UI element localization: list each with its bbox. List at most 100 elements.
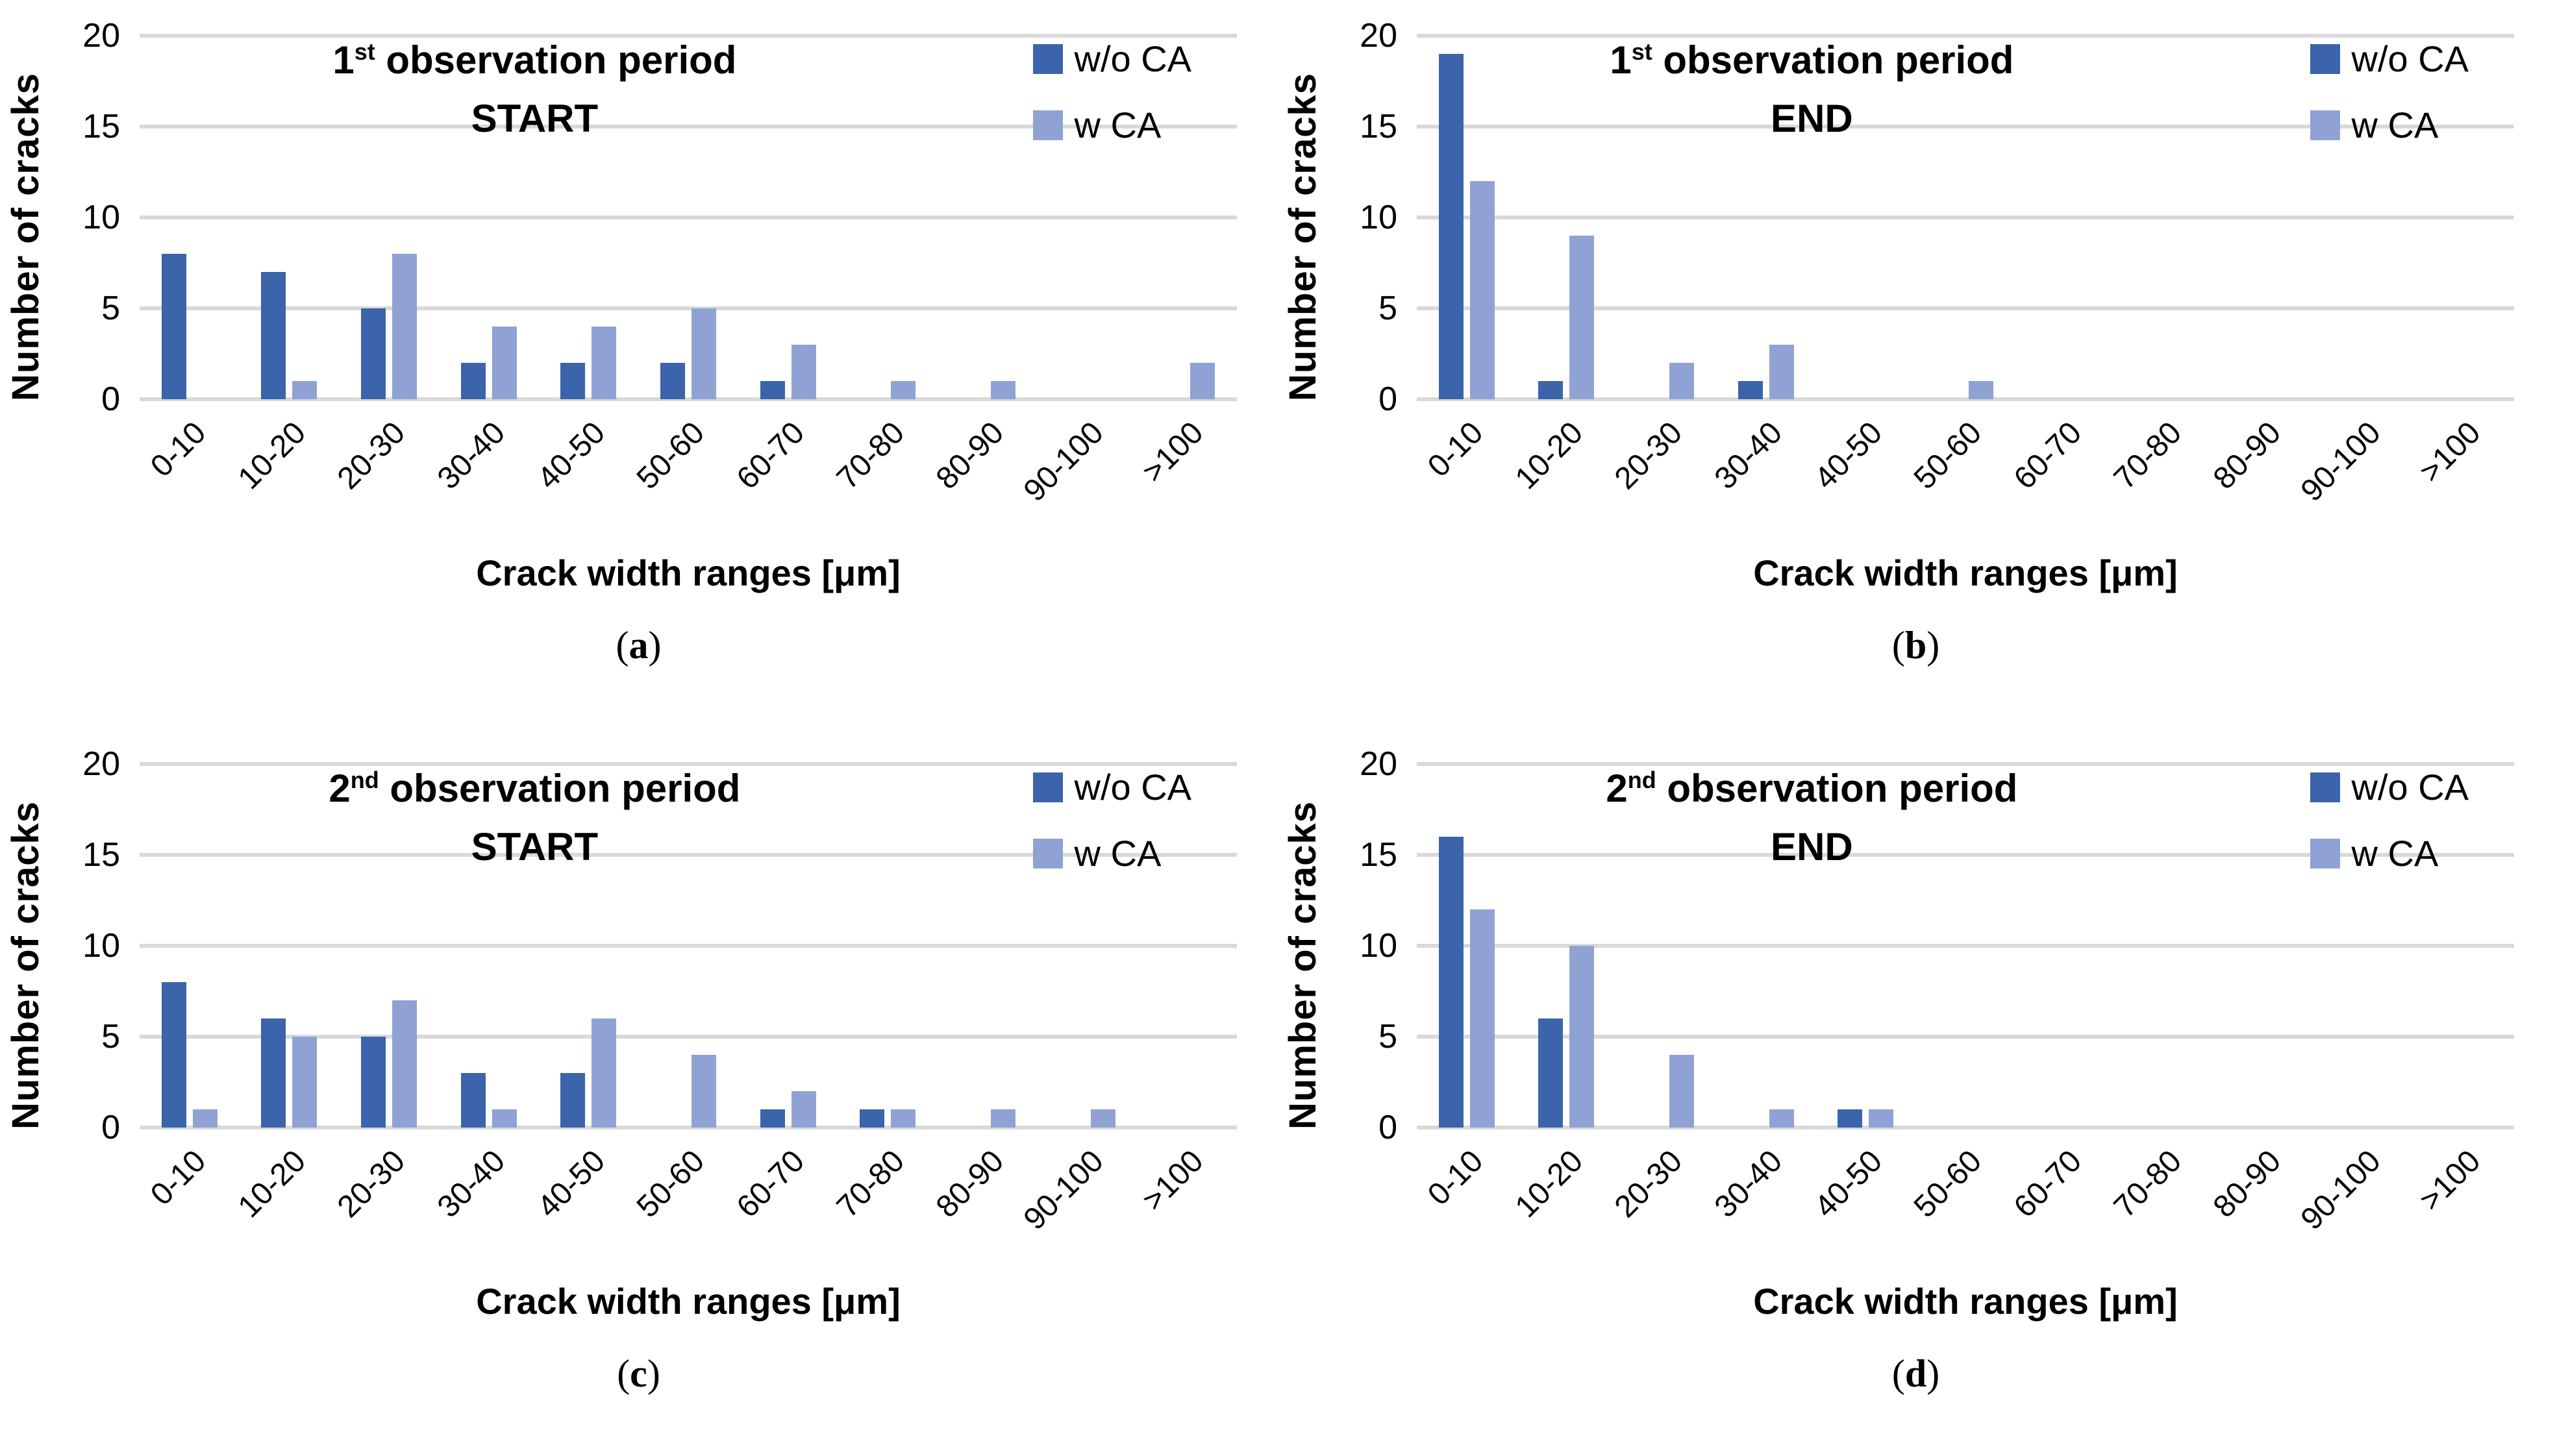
bar-w-ca <box>1969 381 1994 399</box>
bar-w-ca <box>990 1109 1016 1128</box>
gridline <box>1417 125 2514 129</box>
bar-group <box>638 36 738 399</box>
gridline <box>140 125 1237 129</box>
chart-title: 2nd observation period END <box>1417 764 2207 867</box>
bar-group <box>339 36 439 399</box>
caption-paren: ) <box>1926 1352 1940 1395</box>
bars <box>140 36 1237 399</box>
x-tick-label: 40-50 <box>530 415 612 497</box>
x-tick: 0-10 <box>1417 1136 1517 1272</box>
x-axis-title: Crack width ranges [μm] <box>476 552 901 593</box>
bar-group <box>1517 36 1617 399</box>
x-tick-label: 50-60 <box>630 415 712 497</box>
bar-w-ca <box>791 345 816 399</box>
x-tick-label: 10-20 <box>231 1143 312 1225</box>
caption-paren: ( <box>616 624 629 667</box>
bar-wo-ca <box>460 363 486 399</box>
gridline <box>140 1126 1237 1129</box>
y-tick-label: 20 <box>82 17 120 55</box>
y-tick-label: 10 <box>1360 199 1397 236</box>
plot-area: 1st observation period START w/o CA w CA <box>140 34 1237 401</box>
bar-wo-ca <box>1538 381 1564 399</box>
y-tick-label: 20 <box>1360 17 1397 55</box>
bar-group <box>240 764 340 1128</box>
legend-item: w/o CA <box>1032 769 1191 806</box>
bar-group <box>1517 764 1617 1128</box>
y-axis-title: Number of cracks <box>5 801 47 1129</box>
bar-wo-ca <box>560 1073 586 1128</box>
gridline <box>140 397 1237 401</box>
bar-wo-ca <box>560 363 586 399</box>
y-tick-label: 0 <box>101 380 120 418</box>
x-tick: 70-80 <box>830 408 938 544</box>
title-number: 1 <box>1610 38 1632 82</box>
legend-label: w CA <box>1074 105 1162 145</box>
x-tick-label: 50-60 <box>630 1143 712 1225</box>
caption-letter: d <box>1904 1352 1927 1395</box>
x-tick: 20-30 <box>1608 408 1716 544</box>
title-number: 2 <box>329 767 351 810</box>
y-tick-label: 0 <box>1378 1109 1397 1146</box>
x-tick: >100 <box>1136 1136 1237 1272</box>
chart-title-line1: 1st observation period <box>1417 38 2207 82</box>
x-tick-label: 60-70 <box>2007 415 2089 497</box>
x-tick-label: 50-60 <box>1908 415 1989 497</box>
bar-group <box>539 764 639 1128</box>
x-tick: 80-90 <box>2207 1136 2315 1272</box>
bar-group <box>439 36 539 399</box>
bar-w-ca <box>492 327 517 399</box>
x-tick-label: 0-10 <box>1421 415 1490 484</box>
x-tick: 90-100 <box>1017 408 1138 544</box>
bar-wo-ca <box>361 308 386 399</box>
panel-d: Number of cracks 0 5 10 15 20 2nd observatio… <box>1277 728 2554 1456</box>
legend-swatch <box>1032 772 1063 802</box>
panel-b: Number of cracks 0 5 10 15 20 1st observatio… <box>1277 0 2554 728</box>
y-tick-label: 5 <box>101 1018 120 1055</box>
x-tick-label: 20-30 <box>331 415 412 497</box>
title-superscript: st <box>1631 38 1652 65</box>
legend-item: w/o CA <box>1032 41 1191 77</box>
bar-w-ca <box>692 1055 717 1128</box>
x-tick: 0-10 <box>140 408 240 544</box>
x-tick: 90-100 <box>1017 1136 1138 1272</box>
chart-title: 1st observation period END <box>1417 36 2207 138</box>
legend-label: w/o CA <box>2351 38 2469 79</box>
x-tick-label: 70-80 <box>830 1143 911 1225</box>
title-superscript: st <box>354 38 375 65</box>
x-tick-label: 70-80 <box>830 415 911 497</box>
x-tick-label: 80-90 <box>2207 415 2288 497</box>
x-tick-label: 70-80 <box>2107 1143 2188 1225</box>
x-tick-label: >100 <box>1136 415 1210 489</box>
bar-w-ca <box>292 381 318 399</box>
x-tick: 90-100 <box>2295 408 2415 544</box>
gridline <box>1417 216 2514 219</box>
x-tick: 0-10 <box>140 1136 240 1272</box>
bar-group <box>1038 764 1138 1128</box>
x-tick: 0-10 <box>1417 408 1517 544</box>
x-tick: 40-50 <box>1808 408 1916 544</box>
gridline <box>140 216 1237 219</box>
x-axis-title: Crack width ranges [μm] <box>1753 1281 2178 1322</box>
bar-group <box>2215 764 2315 1128</box>
bar-w-ca <box>592 327 617 399</box>
legend-item: w CA <box>2310 107 2469 143</box>
gridline <box>1417 1035 2514 1039</box>
legend-swatch <box>2310 839 2340 869</box>
x-tick-label: 20-30 <box>331 1143 412 1225</box>
bar-group <box>1716 36 1816 399</box>
panel-caption: (c) <box>0 1351 1277 1396</box>
y-tick-label: 0 <box>101 1109 120 1146</box>
bar-w-ca <box>990 381 1016 399</box>
legend-item: w CA <box>1032 105 1192 145</box>
gridline <box>1417 853 2514 857</box>
plot-area: 2nd observation period END w/o CA w CA <box>1417 762 2514 1129</box>
legend-label: w CA <box>2351 105 2439 145</box>
x-tick-label: 80-90 <box>930 415 1011 497</box>
bar-group <box>838 36 938 399</box>
x-tick-label: 0-10 <box>1421 1143 1490 1213</box>
bar-group <box>1616 36 1716 399</box>
chart-title-line1: 2nd observation period <box>1417 769 2207 808</box>
title-text: observation period <box>379 767 741 810</box>
x-tick: 40-50 <box>1808 1136 1916 1272</box>
x-tick-label: 60-70 <box>730 415 812 497</box>
